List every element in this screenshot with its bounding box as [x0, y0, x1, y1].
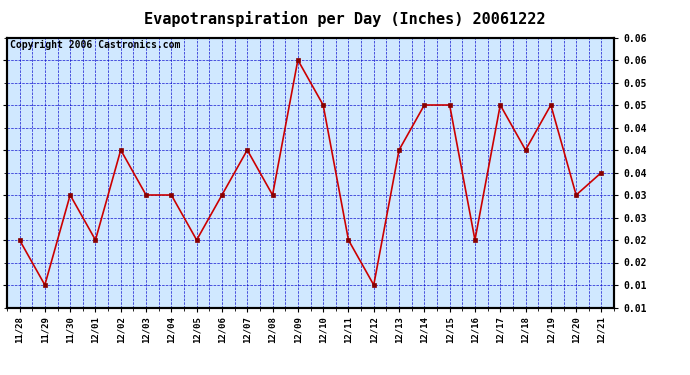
- Text: Evapotranspiration per Day (Inches) 20061222: Evapotranspiration per Day (Inches) 2006…: [144, 11, 546, 27]
- Text: Copyright 2006 Castronics.com: Copyright 2006 Castronics.com: [10, 40, 180, 50]
